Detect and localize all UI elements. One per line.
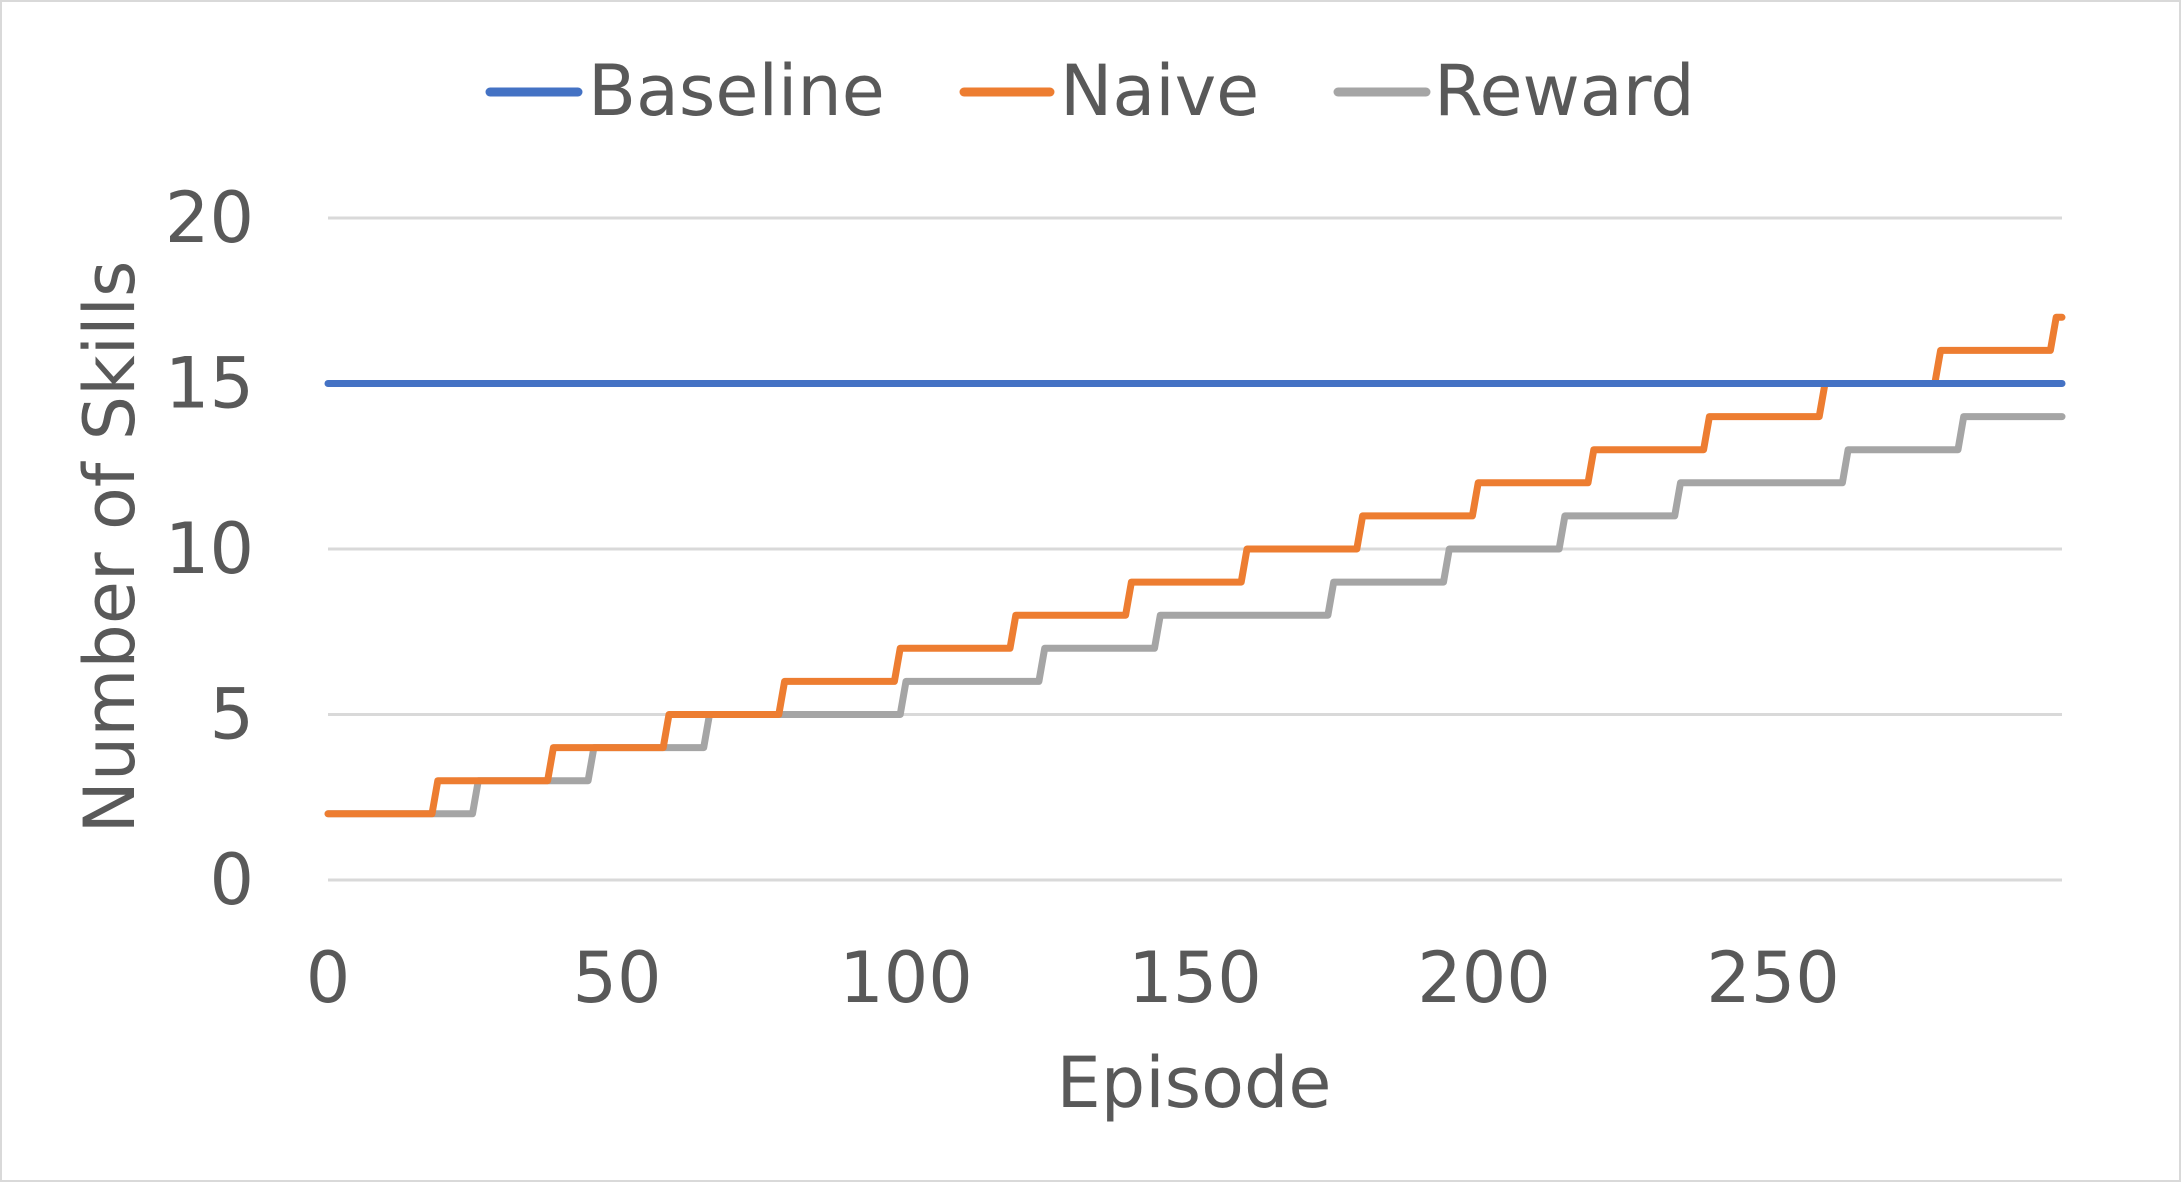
x-tick-label: 200 [1417, 937, 1551, 1019]
x-tick-label: 0 [306, 937, 351, 1019]
y-tick-label: 0 [209, 839, 254, 921]
y-tick-label: 15 [165, 343, 254, 425]
x-tick-label: 100 [839, 937, 973, 1019]
y-tick-label: 10 [165, 508, 254, 590]
y-axis-ticks: 0 5 10 15 20 [165, 177, 254, 921]
legend-label-baseline: Baseline [588, 50, 885, 132]
y-tick-label: 5 [209, 674, 254, 756]
series-line-reward [324, 413, 2066, 818]
legend-label-naive: Naive [1060, 50, 1259, 132]
x-tick-label: 250 [1706, 937, 1840, 1019]
series-lines [324, 313, 2066, 818]
legend: Baseline Naive Reward [485, 50, 1695, 132]
x-tick-label: 150 [1128, 937, 1262, 1019]
series-line-naive [324, 313, 2066, 818]
legend-label-reward: Reward [1434, 50, 1695, 132]
x-axis-label: Episode [1057, 1042, 1332, 1124]
y-tick-label: 20 [165, 177, 254, 259]
x-tick-label: 50 [572, 937, 661, 1019]
x-axis-ticks: 0 50 100 150 200 250 [306, 937, 1840, 1019]
y-axis-label: Number of Skills [69, 261, 151, 834]
